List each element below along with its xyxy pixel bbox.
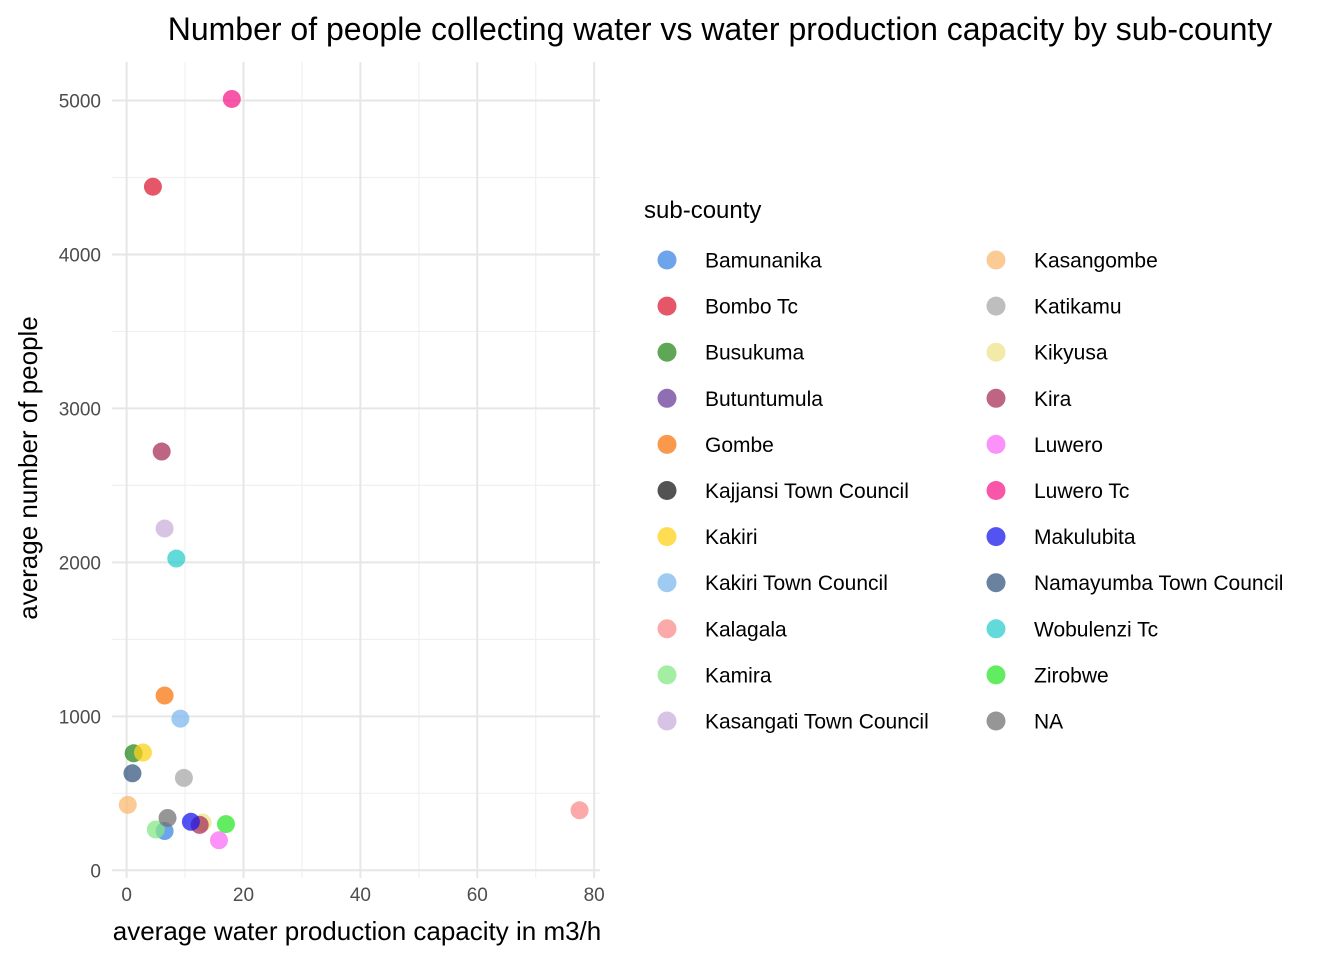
legend-key bbox=[657, 619, 677, 639]
legend-label: Busukuma bbox=[705, 342, 805, 365]
data-point bbox=[174, 768, 193, 787]
data-point bbox=[181, 812, 200, 831]
x-tick-label: 0 bbox=[121, 885, 132, 906]
legend-key bbox=[986, 296, 1006, 316]
legend-label: NA bbox=[1034, 711, 1063, 734]
x-tick-label: 80 bbox=[584, 885, 605, 906]
legend-label: Namayumba Town Council bbox=[1034, 572, 1283, 595]
legend-key bbox=[657, 527, 677, 547]
legend-label: Bombo Tc bbox=[705, 296, 798, 319]
legend-label: Makulubita bbox=[1034, 526, 1136, 549]
data-point bbox=[209, 831, 228, 850]
legend-label: Kakiri Town Council bbox=[705, 572, 888, 595]
legend-label: Katikamu bbox=[1034, 296, 1122, 319]
legend-key bbox=[986, 434, 1006, 454]
legend-label: Kamira bbox=[705, 664, 772, 687]
y-tick-label: 5000 bbox=[59, 91, 101, 112]
legend-label: Bamunanika bbox=[705, 250, 822, 273]
legend-key bbox=[986, 527, 1006, 547]
data-points bbox=[118, 89, 589, 850]
data-point bbox=[216, 815, 235, 834]
legend-key bbox=[657, 573, 677, 593]
legend-key bbox=[657, 665, 677, 685]
y-tick-label: 3000 bbox=[59, 399, 101, 420]
data-point bbox=[570, 801, 589, 820]
y-tick-label: 0 bbox=[90, 861, 101, 882]
x-tick-label: 40 bbox=[350, 885, 371, 906]
legend-label: Wobulenzi Tc bbox=[1034, 618, 1158, 641]
y-tick-label: 2000 bbox=[59, 553, 101, 574]
data-point bbox=[118, 795, 137, 814]
x-axis-ticks: 0 20 40 60 80 bbox=[121, 885, 604, 906]
legend-key bbox=[657, 711, 677, 731]
legend-title: sub-county bbox=[644, 197, 761, 224]
data-point bbox=[222, 89, 241, 108]
data-point bbox=[133, 743, 152, 762]
legend-label: Kasangombe bbox=[1034, 250, 1158, 273]
y-axis-ticks: 0 1000 2000 3000 4000 5000 bbox=[59, 91, 101, 882]
legend-key bbox=[657, 296, 677, 316]
legend-key bbox=[986, 342, 1006, 362]
legend-label: Butuntumula bbox=[705, 388, 823, 411]
legend-label: Luwero Tc bbox=[1034, 480, 1129, 503]
x-tick-label: 60 bbox=[467, 885, 488, 906]
legend-label: Kalagala bbox=[705, 618, 787, 641]
legend-label: Kajjansi Town Council bbox=[705, 480, 909, 503]
legend-label: Gombe bbox=[705, 434, 774, 457]
data-point bbox=[158, 808, 177, 827]
y-tick-label: 1000 bbox=[59, 707, 101, 728]
legend-label: Luwero bbox=[1034, 434, 1103, 457]
data-point bbox=[155, 686, 174, 705]
legend-key bbox=[657, 481, 677, 500]
legend-key bbox=[986, 665, 1006, 685]
legend-label: Kakiri bbox=[705, 526, 758, 549]
legend-label: Kikyusa bbox=[1034, 342, 1108, 365]
chart-title: Number of people collecting water vs wat… bbox=[168, 11, 1273, 47]
legend-key bbox=[986, 388, 1006, 408]
y-tick-label: 4000 bbox=[59, 245, 101, 266]
legend-label: Kira bbox=[1034, 388, 1072, 411]
legend-key bbox=[986, 711, 1006, 731]
legend-key bbox=[986, 573, 1006, 593]
data-point bbox=[171, 709, 190, 728]
x-tick-label: 20 bbox=[233, 885, 254, 906]
legend-key bbox=[657, 434, 677, 454]
legend-key bbox=[657, 342, 677, 362]
data-point bbox=[152, 442, 171, 461]
legend-key bbox=[657, 388, 677, 408]
data-point bbox=[143, 177, 162, 196]
data-point bbox=[155, 519, 174, 538]
legend-key bbox=[986, 481, 1006, 500]
grid bbox=[112, 62, 600, 878]
legend-label: Kasangati Town Council bbox=[705, 711, 929, 734]
legend-key bbox=[986, 250, 1006, 270]
legend: sub-county Bamunanika Bombo Tc Busukuma But… bbox=[644, 197, 1283, 734]
x-axis-label: average water production capacity in m3/… bbox=[113, 916, 602, 946]
data-point bbox=[167, 549, 186, 568]
legend-label: Zirobwe bbox=[1034, 664, 1109, 687]
legend-key bbox=[657, 250, 677, 270]
y-axis-label: average number of people bbox=[13, 316, 43, 620]
data-point bbox=[146, 820, 165, 839]
legend-key bbox=[986, 619, 1006, 639]
data-point bbox=[123, 764, 142, 783]
